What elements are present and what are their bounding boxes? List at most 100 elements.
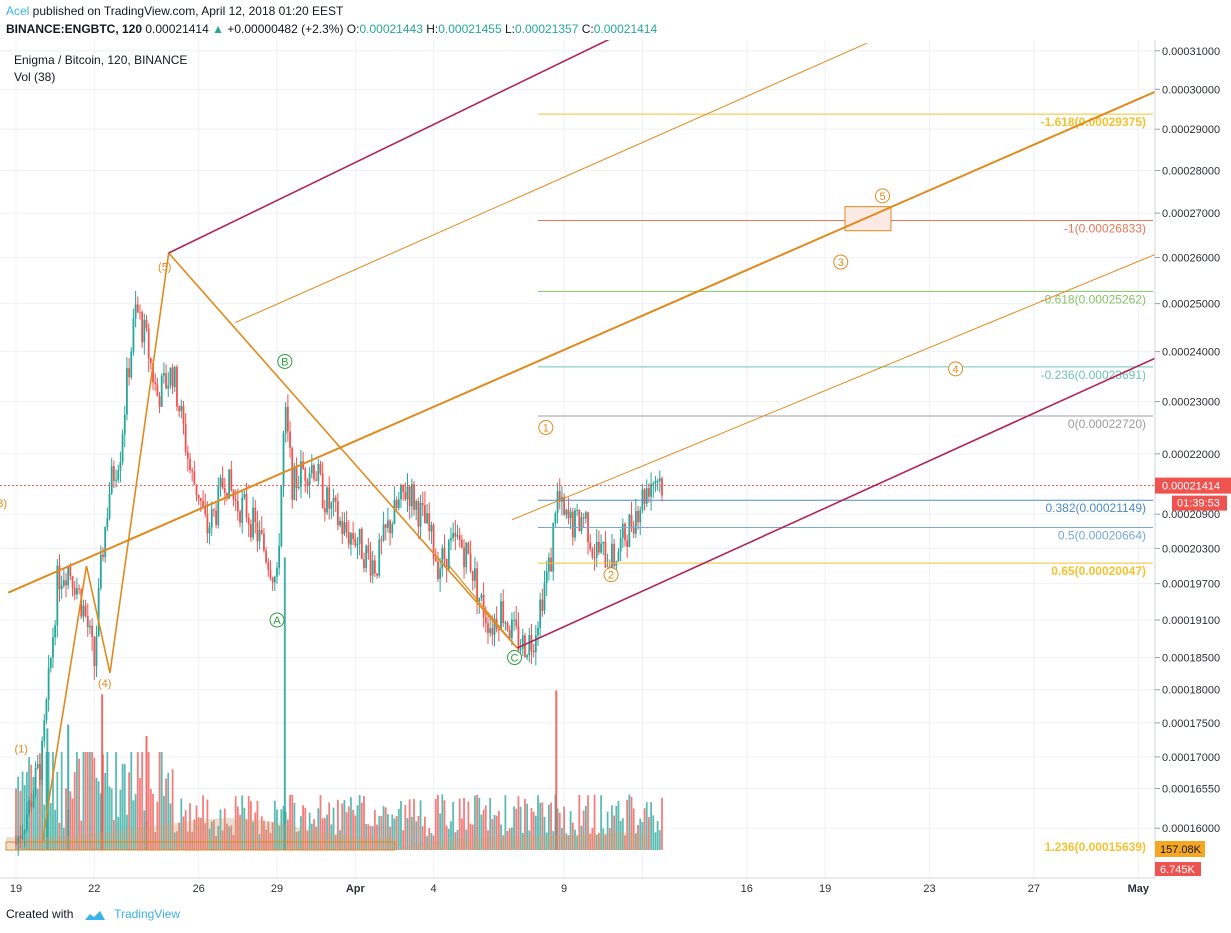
volume-bar	[428, 828, 431, 850]
candle-body	[513, 619, 515, 621]
volume-bar	[611, 805, 613, 850]
volume-bar	[23, 785, 26, 850]
price-tick-label: 0.00018000	[1162, 685, 1220, 697]
candle-body	[25, 814, 28, 830]
candle-body	[15, 842, 17, 844]
candle-body	[606, 566, 609, 568]
upper-crimson-line	[168, 40, 610, 254]
candle-body	[463, 547, 465, 568]
candle-body	[215, 510, 217, 525]
volume-bar	[306, 830, 309, 850]
volume-bar	[530, 808, 533, 850]
candle-body	[176, 366, 178, 407]
price-tick-label: 0.00031000	[1162, 46, 1220, 58]
volume-bar	[49, 802, 52, 850]
candle-body	[371, 560, 374, 576]
volume-bar	[578, 794, 581, 850]
candle-body	[321, 473, 324, 509]
volume-bar	[537, 795, 539, 850]
candle-body	[604, 541, 607, 568]
published-text: published on TradingView.com, April 12, …	[29, 4, 344, 18]
volume-bar	[54, 809, 57, 850]
candle-body	[467, 542, 470, 554]
candle-body	[617, 551, 620, 562]
volume-bar	[278, 825, 281, 850]
last-price-badge	[1155, 477, 1231, 494]
fib-label: 0.65(0.00020047)	[1051, 564, 1146, 578]
symbol-label[interactable]: BINANCE:ENGBTC, 120	[6, 22, 143, 36]
volume-bar	[482, 809, 485, 850]
time-tick-label: May	[1128, 883, 1150, 895]
volume-bar	[60, 752, 63, 850]
volume-bar	[528, 830, 531, 850]
volume-bar	[210, 821, 213, 850]
price-axis[interactable]: 0.00031000 0.00030000 0.00029000 0.00028000…	[1154, 40, 1231, 902]
volume-bar	[441, 794, 444, 850]
author-link[interactable]: Acel	[6, 4, 30, 18]
volume-bar	[408, 799, 411, 850]
time-tick-label: 4	[431, 883, 437, 895]
candle-body	[271, 577, 274, 583]
candle-body	[530, 634, 533, 651]
volume-bar	[115, 752, 117, 850]
volume-bar	[591, 827, 594, 850]
volume-bar	[574, 829, 576, 850]
wave-label: B	[281, 356, 288, 368]
candle-body	[408, 486, 411, 507]
volume-bar	[460, 818, 463, 850]
candle-body	[254, 507, 257, 523]
volume-bar	[143, 810, 146, 850]
candle-body	[260, 530, 263, 534]
candle-body	[139, 311, 141, 313]
candle-body	[602, 541, 605, 544]
tradingview-link[interactable]: TradingView	[114, 907, 181, 921]
volume-bar	[495, 815, 498, 850]
candle-body	[136, 304, 139, 312]
price-chart[interactable]: -1.618(0.00029375) -1(0.00026833) -0.618(0…	[0, 40, 1231, 902]
candle-body	[52, 637, 54, 658]
candle-body	[328, 487, 331, 509]
candle-body	[43, 720, 46, 741]
wave-label: (4)	[98, 678, 111, 690]
wave-circle	[507, 650, 523, 666]
volume-spike	[555, 690, 558, 850]
candle-body	[54, 625, 57, 638]
volume-bar	[637, 825, 639, 850]
close-label: C:	[581, 22, 594, 36]
price-tick-label: 0.00020900	[1162, 509, 1220, 521]
candle-body	[154, 382, 157, 385]
candle-body	[474, 568, 476, 581]
drawing-tools	[7, 40, 1171, 844]
volume-bar	[580, 825, 583, 850]
candle-body	[152, 362, 154, 383]
volume-bar	[406, 817, 409, 850]
time-tick-label: 29	[271, 883, 283, 895]
volume-bar	[500, 824, 502, 850]
volume-bar	[273, 800, 276, 850]
time-tick-label: 9	[561, 883, 567, 895]
candle-body	[69, 566, 72, 576]
volume-bar	[149, 788, 152, 850]
volume-bar	[267, 821, 270, 850]
candle-body	[86, 615, 89, 628]
wave-label: C	[511, 653, 519, 665]
plot-area[interactable]	[0, 40, 1155, 878]
time-axis[interactable]: 19222629Apr491216192327May	[0, 877, 1155, 896]
candle-body	[354, 539, 357, 546]
candle-body	[106, 518, 109, 527]
time-tick-label: 19	[819, 883, 831, 895]
candle-body	[443, 547, 446, 559]
volume-bar	[645, 802, 648, 850]
volume-bar	[565, 833, 568, 850]
volume-bar	[121, 763, 124, 850]
candle-body	[437, 561, 439, 580]
candle-body	[376, 573, 378, 576]
wave-label: 4	[953, 364, 959, 376]
candle-body	[491, 628, 494, 635]
volume-bar	[517, 796, 520, 850]
countdown-badge	[1172, 495, 1227, 511]
candle-body	[156, 384, 159, 397]
candle-body	[230, 469, 233, 491]
candle-body	[367, 545, 370, 553]
candle-body	[389, 520, 391, 534]
